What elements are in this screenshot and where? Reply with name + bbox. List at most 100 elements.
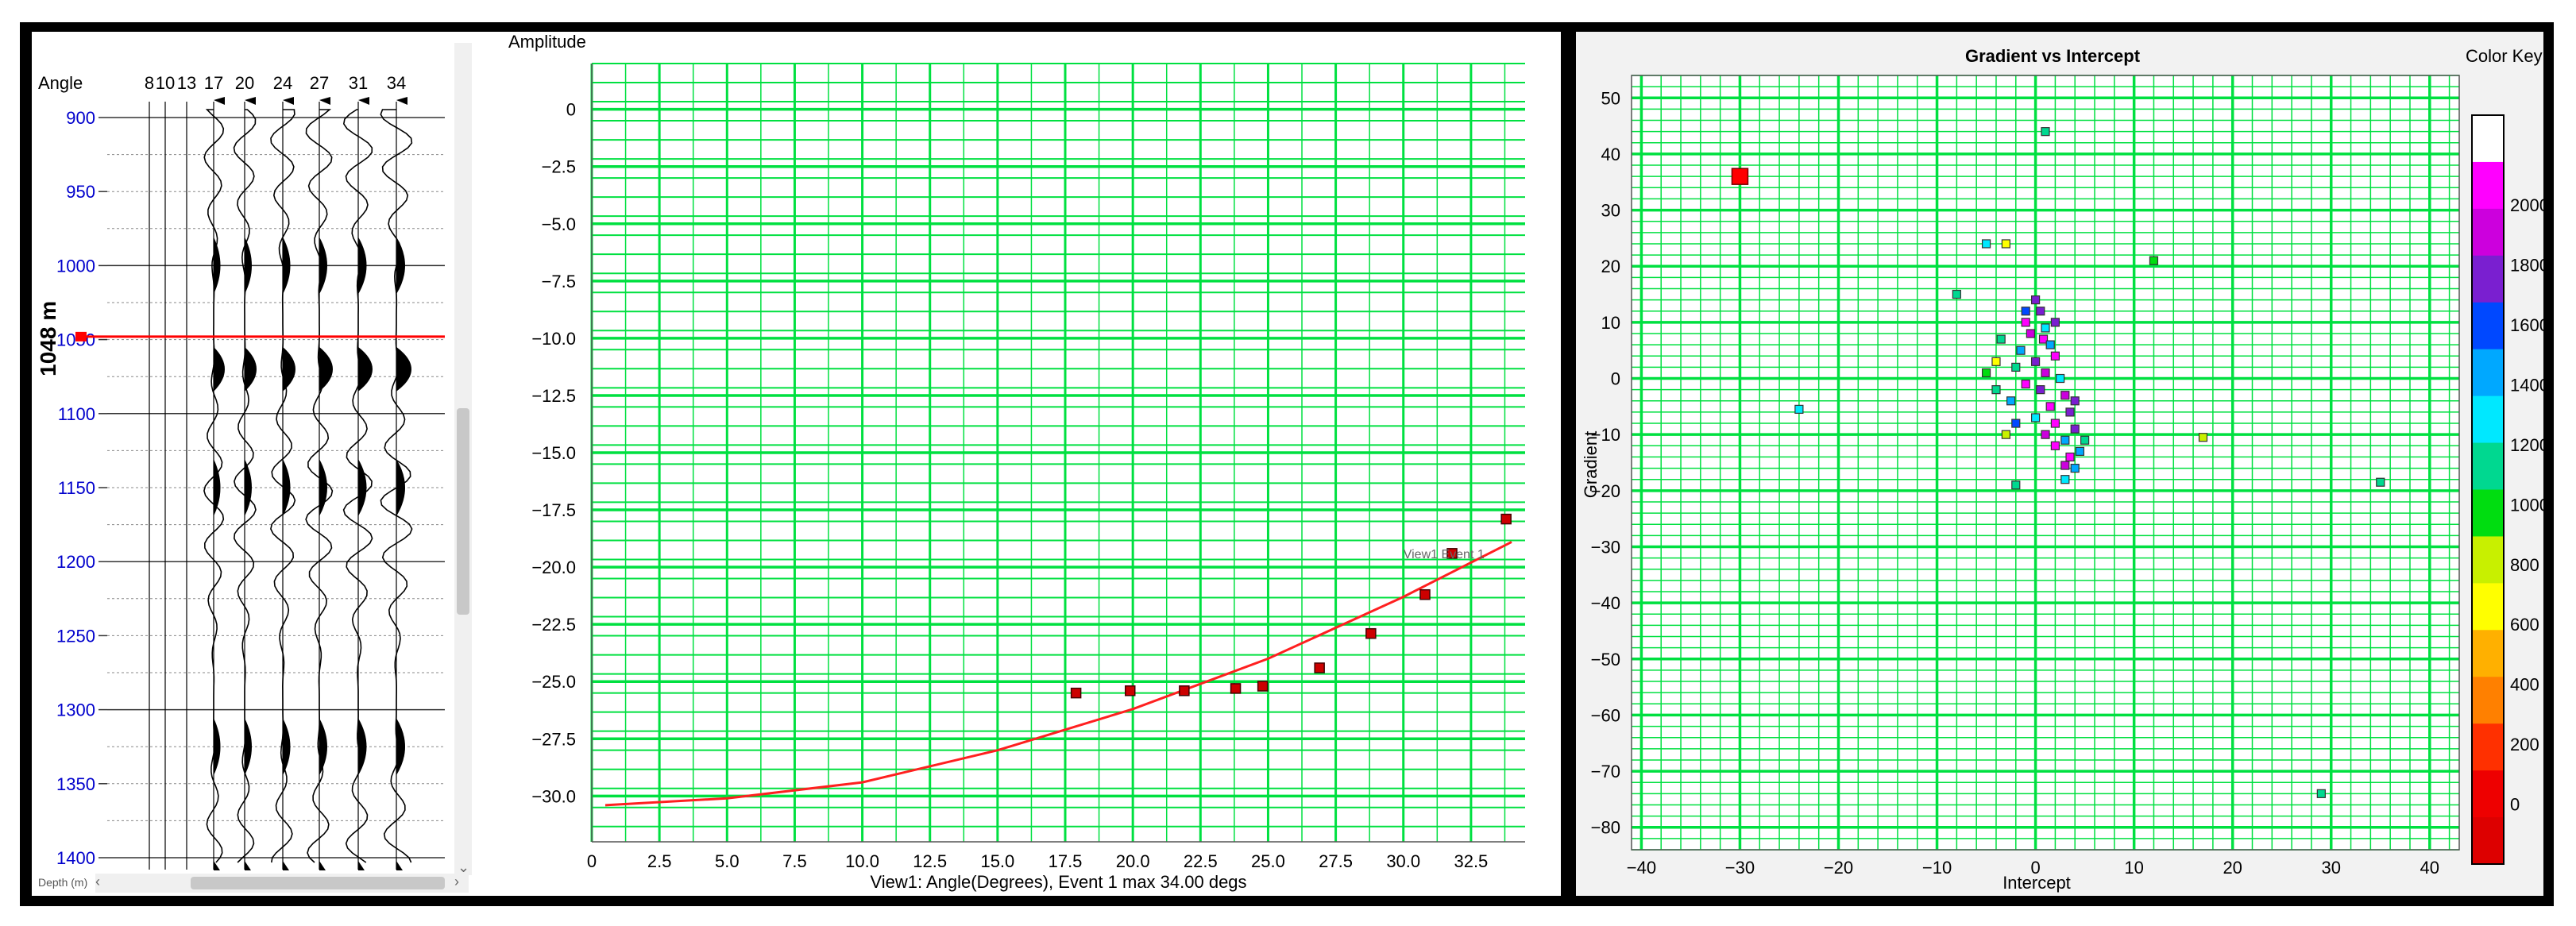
trace-peak-fill [396, 346, 411, 392]
data-point [2050, 351, 2060, 361]
data-point [2030, 357, 2041, 366]
legend-title: Color Key [2466, 46, 2543, 66]
data-point [2001, 430, 2010, 439]
data-point [2045, 402, 2055, 411]
trace-wiggle [342, 109, 373, 863]
data-point [2021, 318, 2030, 327]
x-tick-label: 27.5 [1319, 851, 1353, 871]
horizontal-scrollbar[interactable]: ‹ › [95, 874, 469, 893]
y-tick-label: −7.5 [542, 272, 576, 291]
data-point [2021, 379, 2030, 389]
legend-color-band [2472, 817, 2504, 865]
depth-tick-label: 1250 [56, 626, 95, 646]
legend-color-band [2472, 161, 2504, 210]
data-point [2065, 407, 2075, 417]
y-tick-label: −40 [1591, 593, 1620, 613]
trace-foot-flag [214, 861, 220, 870]
x-tick-label: 5.0 [715, 851, 740, 871]
data-point [1991, 385, 2001, 395]
angle-label: Angle [38, 73, 83, 93]
legend-tick-label: 1200 [2510, 435, 2543, 455]
data-point [2056, 373, 2065, 384]
depth-tick-label: 900 [66, 108, 95, 128]
x-tick-label: 2.5 [647, 851, 672, 871]
legend-tick-label: 1600 [2510, 315, 2543, 335]
y-tick-label: 30 [1601, 201, 1620, 221]
crossplot-panel: 50 40 30 20 10 0 −10 −20 −30 −40 −50 −60 −70 −80 −40 −3… [1576, 32, 2543, 896]
trace-header-flag [214, 97, 225, 105]
trace-foot-flag [283, 861, 289, 870]
amplitude-vs-angle-chart[interactable]: 0 −2.5 −5.0 −7.5 −10.0 −12.5 −15.0 −17.5 −20.0 −2… [465, 32, 1561, 896]
current-depth-marker-handle [75, 331, 87, 341]
legend-color-band [2472, 208, 2504, 257]
data-point [2070, 424, 2080, 434]
legend-tick-label: 800 [2510, 555, 2539, 575]
vertical-scroll-thumb[interactable] [457, 408, 469, 615]
y-tick-label: −30 [1591, 537, 1620, 557]
x-tick-label: 7.5 [782, 851, 807, 871]
y-tick-label: −17.5 [531, 500, 576, 520]
y-axis-label: Amplitude [508, 32, 586, 52]
x-tick-label: −10 [1922, 858, 1952, 878]
x-tick-label: 20 [2223, 858, 2242, 878]
data-point [2060, 391, 2070, 400]
data-point [2060, 475, 2070, 484]
depth-tick-label: 1100 [58, 404, 95, 424]
legend-color-band [2472, 770, 2504, 818]
legend-tick-label: 200 [2510, 735, 2539, 754]
depth-axis-caption: Depth (m) [38, 876, 87, 889]
gradient-intercept-crossplot[interactable]: 50 40 30 20 10 0 −10 −20 −30 −40 −50 −60 −70 −80 −40 −3… [1576, 32, 2543, 896]
y-tick-label: −12.5 [531, 386, 576, 406]
x-tick-label: 10.0 [845, 851, 879, 871]
legend-color-band [2472, 302, 2504, 350]
y-tick-label: 0 [1611, 369, 1620, 389]
x-tick-label: 0 [587, 851, 597, 871]
x-tick-label: 12.5 [913, 851, 947, 871]
trace-wiggle [270, 109, 296, 863]
data-point [2036, 385, 2045, 395]
trace-peak-fill [214, 459, 221, 516]
event-annotation: View1 Event 1 [1404, 548, 1485, 561]
chevron-right-icon[interactable]: › [454, 874, 459, 889]
depth-tick-label: 1350 [56, 774, 95, 794]
x-tick-label: 32.5 [1454, 851, 1488, 871]
trace-peak-fill [319, 346, 333, 392]
legend-tick-label: 1400 [2510, 375, 2543, 395]
data-point [1314, 662, 1325, 673]
vertical-scrollbar[interactable]: ⌄ [454, 43, 472, 875]
angle-tick-label: 10 [156, 73, 175, 93]
data-point [2038, 334, 2049, 344]
legend-tick-label: 0 [2510, 795, 2520, 815]
data-point [2050, 441, 2060, 450]
trace-peak-fill [358, 237, 367, 295]
trace-header-flag [245, 97, 256, 105]
y-tick-label: −10 [1591, 425, 1620, 445]
legend-border [2471, 114, 2505, 865]
data-point [2026, 329, 2035, 338]
plot-area [1632, 75, 2459, 850]
legend-color-band [2472, 349, 2504, 397]
data-point [2006, 396, 2016, 406]
data-point [2011, 362, 2021, 372]
trace-header-flag [358, 97, 369, 105]
horizontal-scroll-thumb[interactable] [191, 877, 445, 889]
x-tick-label: 17.5 [1049, 851, 1083, 871]
x-tick-label: −30 [1725, 858, 1755, 878]
data-point [1996, 334, 2006, 344]
chevron-down-icon[interactable]: ⌄ [458, 859, 470, 875]
legend-color-band [2472, 442, 2504, 490]
trace-peak-fill [319, 237, 327, 295]
x-tick-label: 0 [2030, 858, 2040, 878]
legend-tick-label: 1800 [2510, 256, 2543, 276]
trace-peak-fill [396, 237, 405, 295]
data-point [2060, 435, 2070, 445]
data-point [2198, 433, 2208, 442]
trace-header-flag [283, 97, 294, 105]
chevron-left-icon[interactable]: ‹ [95, 874, 100, 889]
trace-foot-flag [319, 861, 326, 870]
data-point [2041, 430, 2050, 439]
legend-tick-label: 400 [2510, 675, 2539, 695]
y-tick-label: −20.0 [531, 558, 576, 577]
